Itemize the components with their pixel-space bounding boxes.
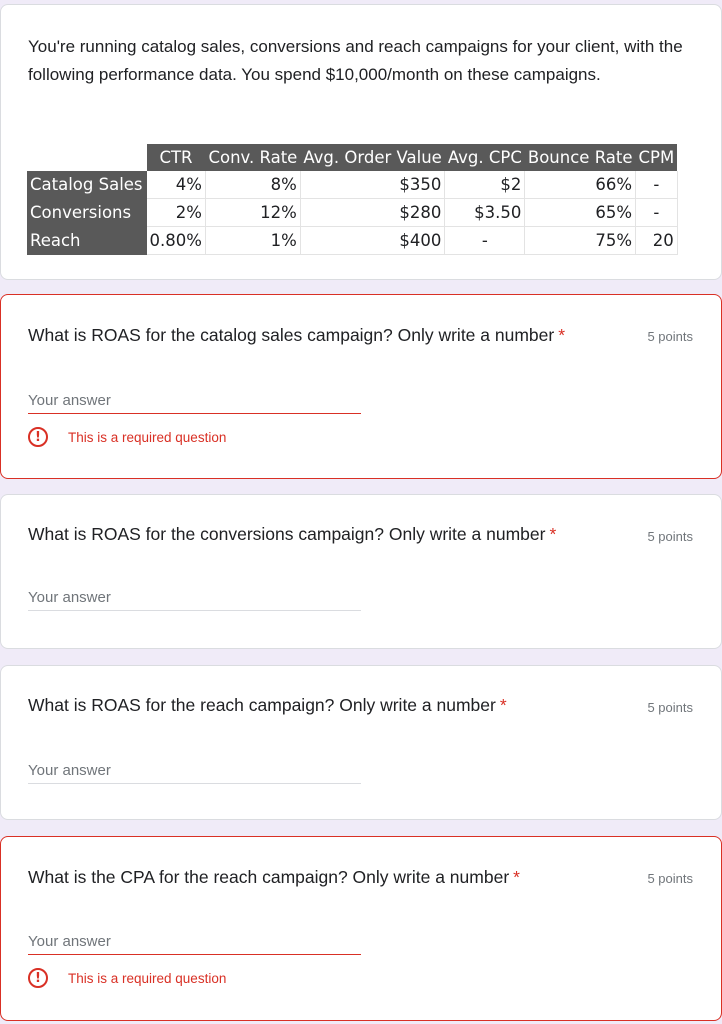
row-label: Conversions [27,198,147,227]
table-header-cell: CPM [635,144,678,171]
row-label: Catalog Sales [27,171,147,199]
answer-input[interactable] [28,757,361,784]
table-cell: 65% [524,198,637,227]
table-cell: $400 [300,226,446,255]
question-text: What is the CPA for the reach campaign? … [28,867,510,887]
table-cell: 12% [205,198,301,227]
table-cell: 0.80% [146,226,206,255]
table-header-cell: Bounce Rate [524,144,636,171]
table-row: Reach 0.80% 1% $400 - 75% 20 [27,226,678,255]
intro-card: You're running catalog sales, conversion… [0,4,722,280]
answer-input[interactable] [28,928,361,955]
question-text: What is ROAS for the conversions campaig… [28,524,546,544]
table-header-cell: Avg. CPC [444,144,525,171]
performance-table: CTR Conv. Rate Avg. Order Value Avg. CPC… [27,144,678,255]
table-cell: $350 [300,171,446,199]
question-title: What is ROAS for the catalog sales campa… [28,325,565,346]
question-card: What is ROAS for the conversions campaig… [0,494,722,649]
question-title: What is ROAS for the reach campaign? Onl… [28,695,507,716]
answer-input[interactable] [28,584,361,611]
table-cell: 66% [524,171,637,199]
table-header-cell: Conv. Rate [205,144,301,171]
points-label: 5 points [647,871,693,886]
table-cell: - [635,198,678,227]
table-cell: 20 [635,226,678,255]
row-label: Reach [27,226,147,255]
table-header-cell: Avg. Order Value [300,144,445,171]
error-message: ! This is a required question [28,427,226,447]
points-label: 5 points [647,529,693,544]
question-card: What is the CPA for the reach campaign? … [0,836,722,1021]
question-title: What is the CPA for the reach campaign? … [28,867,520,888]
points-label: 5 points [647,700,693,715]
table-cell: 8% [205,171,301,199]
table-cell: 4% [146,171,206,199]
table-cell: 1% [205,226,301,255]
question-text: What is ROAS for the catalog sales campa… [28,325,555,345]
table-row: Catalog Sales 4% 8% $350 $2 66% - [27,171,678,199]
error-circle-icon: ! [28,427,48,447]
question-card: What is ROAS for the reach campaign? Onl… [0,665,722,820]
required-asterisk: * [499,695,507,715]
table-cell: 75% [524,226,637,255]
error-text: This is a required question [68,429,227,445]
question-title: What is ROAS for the conversions campaig… [28,524,556,545]
table-cell: - [635,171,678,199]
error-text: This is a required question [68,970,227,986]
answer-input[interactable] [28,387,361,414]
table-header-cell: CTR [146,144,206,171]
error-circle-icon: ! [28,968,48,988]
table-cell: $3.50 [444,198,526,227]
question-text: What is ROAS for the reach campaign? Onl… [28,695,496,715]
table-cell: 2% [146,198,206,227]
error-message: ! This is a required question [28,968,226,988]
required-asterisk: * [549,524,557,544]
table-cell: $2 [444,171,526,199]
table-header-corner [27,144,147,171]
table-header-row: CTR Conv. Rate Avg. Order Value Avg. CPC… [27,144,678,171]
table-cell: $280 [300,198,446,227]
required-asterisk: * [513,867,520,887]
table-row: Conversions 2% 12% $280 $3.50 65% - [27,198,678,227]
required-asterisk: * [558,325,566,345]
intro-description: You're running catalog sales, conversion… [28,37,683,84]
table-cell: - [444,226,526,255]
question-card: What is ROAS for the catalog sales campa… [0,294,722,479]
points-label: 5 points [647,329,693,344]
